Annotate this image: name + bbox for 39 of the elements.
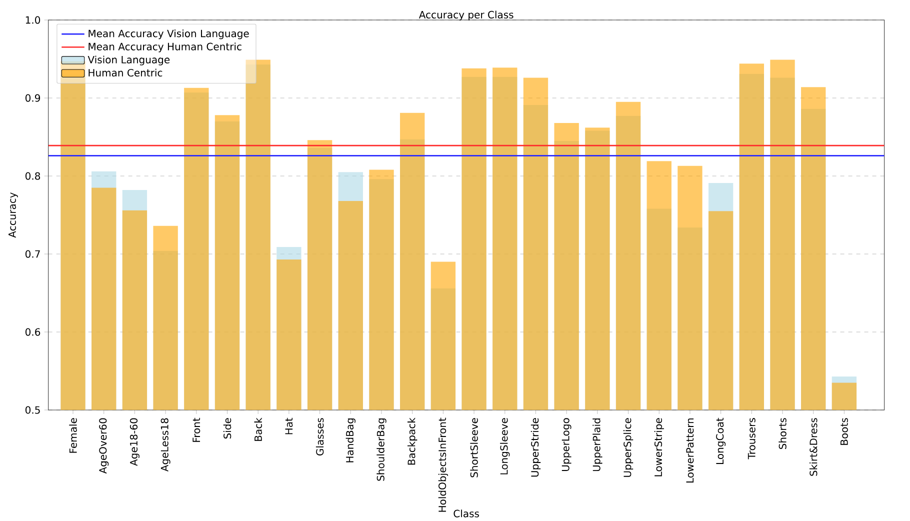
y-tick-label: 1.0 [26,16,40,24]
x-tick-label: UpperStride [530,418,541,477]
y-tick-label: 0.7 [26,250,40,258]
y-tick-label: 0.8 [26,172,40,180]
legend-label: Mean Accuracy Human Centric [88,42,242,52]
y-axis-title: Accuracy [8,192,18,238]
x-tick-label: Front [192,418,200,442]
x-tick-label: Glasses [316,418,324,456]
x-tick-label: LongCoat [716,418,726,464]
x-tick-label: UpperPlaid [592,418,602,472]
x-tick-label: AgeOver60 [99,418,109,474]
x-tick-label: Skirt&Dress [810,418,818,476]
chart-title: Accuracy per Class [418,10,514,20]
x-tick-label: LowerStripe [654,418,664,476]
x-tick-label: HoldObjectsInFront [438,418,448,512]
legend-label: Mean Accuracy Vision Language [88,30,249,40]
y-tick-label: 0.6 [26,328,40,336]
x-tick-label: ShortSleeve [470,418,478,478]
x-tick-label: AgeLess18 [160,418,170,472]
x-tick-label: Back [254,418,262,441]
legend-label: Human Centric [88,68,162,77]
x-tick-label: Female [69,418,77,453]
x-tick-label: Trousers [748,418,756,460]
x-tick-label: UpperSplice [623,418,634,477]
x-tick-label: Shorts [778,418,786,449]
x-tick-label: Boots [840,418,848,445]
x-tick-label: UpperLogo [562,418,572,471]
legend-label: Vision Language [88,56,170,66]
x-tick-label: LowerPattern [686,418,694,483]
x-tick-label: HandBag [346,418,356,462]
x-tick-label: ShoulderBag [376,418,386,481]
x-tick-label: LongSleeve [500,418,510,474]
x-axis-title: Class [454,510,479,518]
x-tick-label: Age18-60 [130,418,140,466]
y-tick-label: 0.5 [26,406,40,414]
y-tick-label: 0.9 [26,94,40,102]
x-tick-label: Hat [285,418,293,434]
x-tick-label: Backpack [408,418,418,465]
x-tick-label: Side [223,418,232,439]
